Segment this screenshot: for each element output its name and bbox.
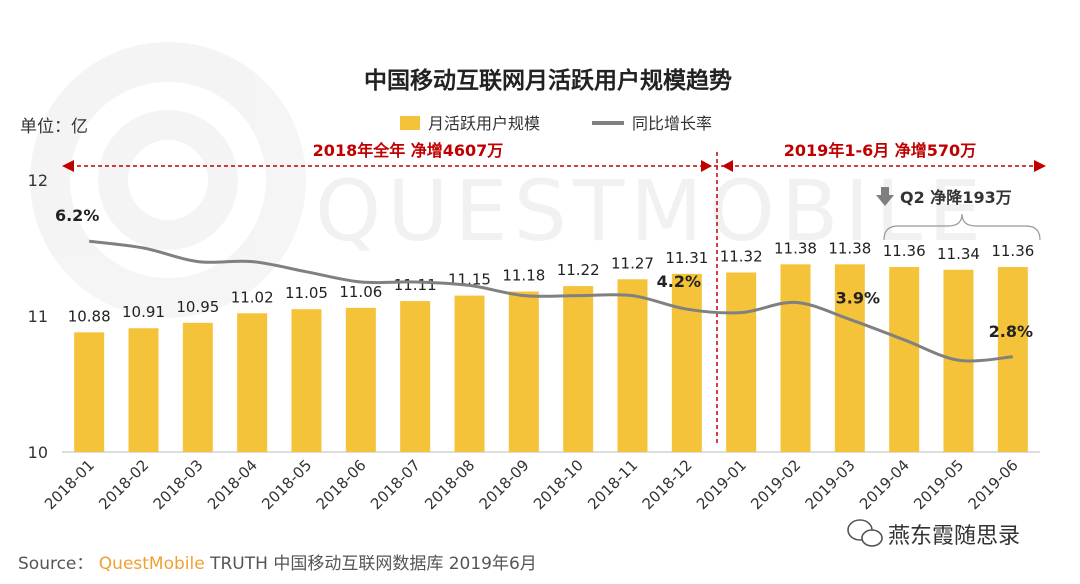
period-arrow-left-head [62,160,74,172]
bar [889,267,920,452]
bar [291,309,322,452]
source-rest: TRUTH 中国移动互联网数据库 2019年6月 [209,554,537,574]
period-arrow-right-head [1034,160,1046,172]
watermark [30,42,306,318]
bar [345,307,376,452]
bar-value-label: 10.88 [68,307,111,325]
x-axis-tick-labels: 2018-012018-022018-032018-042018-052018-… [41,456,1022,513]
y-tick-label: 10 [28,443,48,462]
watermark-text: QUESTMOBILE [315,162,987,260]
bar-value-label: 11.05 [285,284,328,302]
bar [726,272,757,452]
q2-brace [883,213,1041,241]
bar-series [74,264,1028,452]
bar-value-label: 10.91 [122,303,165,321]
bar-value-label: 11.38 [774,239,817,257]
period-2018-label: 2018年全年 净增4607万 [313,141,504,160]
wechat-account-name: 燕东霞随思录 [888,524,1020,549]
bar [237,313,268,452]
bar-value-label: 11.32 [720,247,763,265]
growth-rate-label: 2.8% [989,322,1033,341]
wechat-badge: 燕东霞随思录 [847,519,1020,549]
growth-rate-label: 6.2% [55,206,99,225]
y-axis-ticks: 10 11 12 [28,171,48,462]
bar [128,328,159,452]
legend-label-bar: 月活跃用户规模 [428,114,540,133]
bar [400,301,431,452]
bar [834,264,865,452]
bar-value-label: 11.36 [991,242,1034,260]
growth-rate-line [88,239,1013,363]
bar-value-label: 11.27 [611,254,654,272]
bar [997,267,1028,452]
legend-label-line: 同比增长率 [632,114,712,133]
bar-value-label: 11.02 [231,288,274,306]
period-divider-left-head [701,160,712,172]
x-tick-label: 2018-10 [530,456,587,513]
bar-value-label: 11.11 [394,276,437,294]
x-tick-label: 2019-03 [802,456,859,513]
x-tick-label: 2018-05 [258,456,315,513]
x-tick-label: 2019-05 [910,456,967,513]
bar [182,322,213,452]
source-prefix: Source： [18,554,93,574]
bar-value-label: 11.06 [339,283,382,301]
bar [454,295,485,452]
bar-value-label: 11.36 [883,242,926,260]
bar-value-label: 10.95 [176,298,219,316]
bar-value-label: 11.18 [502,267,545,285]
bar-value-label: 11.22 [557,261,600,279]
period-divider-right-head [722,160,733,172]
x-tick-label: 2019-06 [965,456,1022,513]
growth-rate-label: 4.2% [657,272,701,291]
line-series: 6.2% 4.2% 3.9% 2.8% [55,206,1033,363]
q2-annotation: Q2 净降193万 [876,187,1041,241]
x-tick-label: 2018-04 [204,456,261,513]
x-tick-label: 2018-09 [476,456,533,513]
bar [617,279,648,452]
x-tick-label: 2019-02 [747,456,804,513]
chart-title: 中国移动互联网月活跃用户规模趋势 [364,67,732,94]
bar [508,291,539,452]
x-tick-label: 2018-06 [313,456,370,513]
x-tick-label: 2018-11 [584,456,641,513]
source-line: Source： QuestMobile TRUTH 中国移动互联网数据库 201… [18,554,537,574]
legend: 月活跃用户规模 同比增长率 [400,114,712,133]
x-tick-label: 2018-01 [41,456,98,513]
down-arrow-icon [876,187,894,206]
growth-rate-label: 3.9% [836,288,880,307]
bar [671,273,702,452]
y-tick-label: 12 [28,171,48,190]
wechat-icon [847,519,883,547]
bar-value-label: 11.31 [665,249,708,267]
bar-value-label: 11.38 [828,239,871,257]
period-annotations: 2018年全年 净增4607万 2019年1-6月 净增570万 [62,141,1046,446]
bar [74,332,105,452]
x-tick-label: 2019-01 [693,456,750,513]
x-tick-label: 2018-02 [95,456,152,513]
q2-note-label: Q2 净降193万 [900,188,1012,207]
source-brand: QuestMobile [99,554,205,574]
x-tick-label: 2018-12 [639,456,696,513]
period-2019-label: 2019年1-6月 净增570万 [784,141,976,160]
bar [563,286,594,452]
legend-swatch-bar [400,116,420,130]
x-tick-label: 2018-08 [421,456,478,513]
unit-label: 单位：亿 [20,117,88,137]
x-tick-label: 2018-07 [367,456,424,513]
y-tick-label: 11 [28,307,48,326]
x-tick-label: 2019-04 [856,456,913,513]
bar [780,264,811,452]
bar-value-label: 11.34 [937,245,980,263]
x-tick-label: 2018-03 [150,456,207,513]
